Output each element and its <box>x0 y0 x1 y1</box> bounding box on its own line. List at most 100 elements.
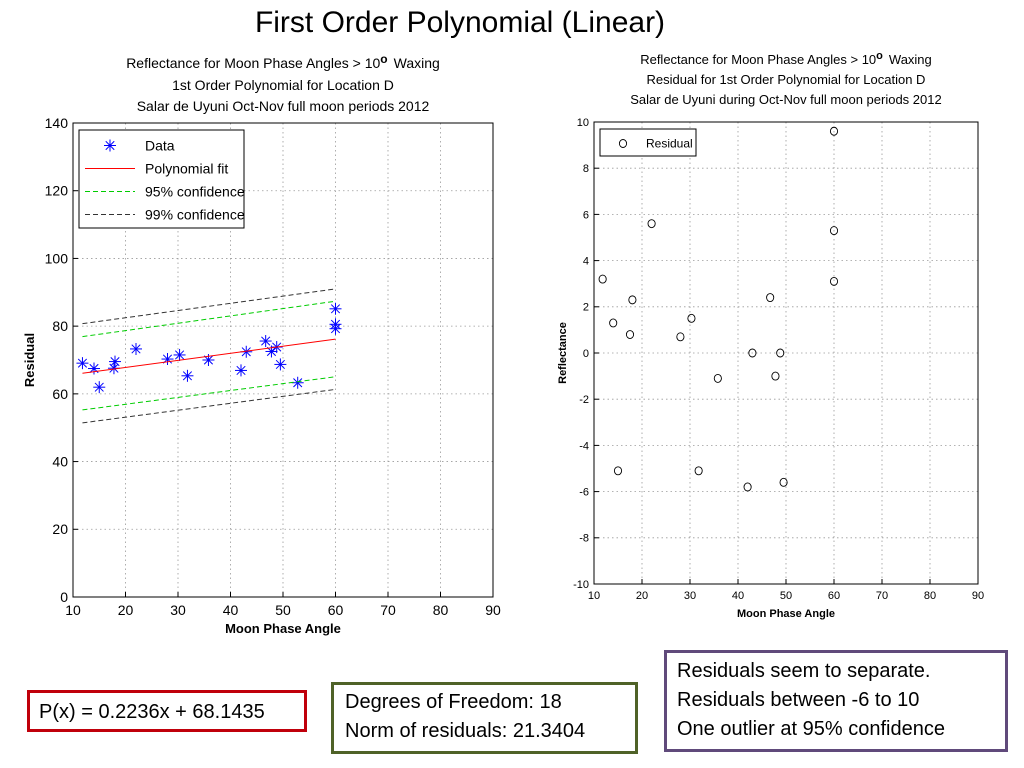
residual-point <box>628 295 637 305</box>
y-tick-label: 4 <box>583 255 589 267</box>
asterisk-stroke <box>293 378 303 388</box>
y-tick-label: 60 <box>52 386 68 402</box>
x-tick-label: 40 <box>732 590 744 602</box>
data-point <box>76 357 89 370</box>
title-degree-superscript: o <box>876 50 883 62</box>
y-tick-label: -8 <box>579 533 589 545</box>
asterisk-stroke <box>89 363 99 374</box>
asterisk-stroke <box>203 355 214 365</box>
chart-title-line: Reflectance for Moon Phase Angles > 10o W… <box>126 52 440 71</box>
residual-point <box>748 348 757 358</box>
x-tick-label: 10 <box>588 590 600 602</box>
data-point <box>329 302 342 315</box>
residual-chart-svg: Reflectance for Moon Phase Angles > 10o W… <box>557 50 984 620</box>
x-tick-label: 10 <box>65 602 81 618</box>
residual-point <box>676 332 685 342</box>
asterisk-stroke <box>94 382 104 392</box>
legend-label: Data <box>145 138 175 154</box>
data-point <box>291 376 304 389</box>
confidence-95-line <box>82 376 336 411</box>
x-axis-label: Moon Phase Angle <box>737 608 835 620</box>
y-tick-label: -6 <box>579 486 589 498</box>
fit-chart: Reflectance for Moon Phase Angles > 10o W… <box>20 50 510 650</box>
residual-point <box>829 276 839 286</box>
x-tick-label: 50 <box>275 602 291 618</box>
x-tick-label: 70 <box>876 590 888 602</box>
asterisk-stroke <box>105 140 115 151</box>
residual-chart: Reflectance for Moon Phase Angles > 10o W… <box>548 50 984 628</box>
y-tick-label: 120 <box>45 183 69 199</box>
data-point <box>329 322 342 335</box>
residual-point <box>829 126 839 136</box>
y-tick-label: 2 <box>583 302 589 314</box>
asterisk-stroke <box>261 336 271 346</box>
note-line: Residuals seem to separate. <box>677 660 931 682</box>
asterisk-stroke <box>109 363 119 373</box>
y-tick-label: 10 <box>577 117 589 129</box>
residual-point <box>694 466 703 476</box>
asterisk-stroke <box>275 359 285 370</box>
residual-point <box>829 226 839 236</box>
asterisk-stroke <box>174 350 185 360</box>
x-tick-label: 70 <box>380 602 396 618</box>
title-degree-superscript: o <box>380 52 387 66</box>
x-tick-label: 90 <box>485 602 501 618</box>
x-tick-label: 20 <box>636 590 648 602</box>
data-point <box>181 369 194 382</box>
y-tick-label: 0 <box>60 589 68 605</box>
legend-label: 99% confidence <box>145 207 245 223</box>
slide-title: First Order Polynomial (Linear) <box>254 6 666 39</box>
confidence-99-line <box>82 288 336 325</box>
y-tick-label: 0 <box>583 348 589 360</box>
residual-point <box>613 466 623 476</box>
x-axis-label: Moon Phase Angle <box>225 621 341 636</box>
data-point <box>93 381 106 394</box>
y-axis-label: Reflectance <box>557 322 569 384</box>
x-tick-label: 60 <box>828 590 840 602</box>
norm-of-residuals: Norm of residuals: 21.3404 <box>345 720 586 742</box>
y-tick-label: 40 <box>52 453 68 469</box>
x-tick-label: 60 <box>328 602 344 618</box>
y-tick-label: 140 <box>45 115 69 131</box>
asterisk-stroke <box>131 344 141 354</box>
legend-box <box>78 129 245 229</box>
chart-title-line: Residual for 1st Order Polynomial for Lo… <box>647 72 926 87</box>
legend-box <box>599 128 697 157</box>
title-suffix: Waxing <box>394 55 440 71</box>
fit-stats-box: Degrees of Freedom: 18 Norm of residuals… <box>331 682 638 754</box>
y-tick-label: -4 <box>579 440 589 452</box>
asterisk-stroke <box>330 324 341 334</box>
legend-symbol <box>618 139 628 148</box>
residual-point <box>598 274 607 284</box>
chart-legend: Residual <box>599 128 697 157</box>
asterisk-stroke <box>110 356 120 367</box>
polynomial-equation: P(x) = 0.2236x + 68.1435 <box>39 701 265 723</box>
confidence-95-line <box>82 300 336 338</box>
plot-frame <box>593 121 979 585</box>
chart-title-line: Salar de Uyuni Oct-Nov full moon periods… <box>137 98 430 114</box>
x-tick-label: 90 <box>972 590 984 602</box>
x-tick-label: 50 <box>780 590 792 602</box>
y-tick-label: 100 <box>45 250 69 266</box>
data-point <box>259 335 272 348</box>
chart-legend: Data Polynomial fit 95% confidence 99% conf… <box>78 129 245 229</box>
asterisk-stroke <box>241 347 251 357</box>
y-tick-label: 80 <box>52 318 68 334</box>
x-tick-label: 20 <box>118 602 134 618</box>
residual-point <box>743 482 752 492</box>
chart-title-line: 1st Order Polynomial for Location D <box>172 77 394 93</box>
notes-box: Residuals seem to separate. Residuals be… <box>664 650 1008 752</box>
y-axis-label: Residual <box>22 333 37 387</box>
plot-frame <box>72 122 494 598</box>
x-tick-label: 30 <box>684 590 696 602</box>
legend-label: Residual <box>646 137 693 151</box>
x-tick-label: 80 <box>433 602 449 618</box>
legend-label: Polynomial fit <box>145 161 228 177</box>
y-tick-label: 6 <box>583 209 589 221</box>
data-point <box>161 353 174 366</box>
data-point <box>130 342 142 355</box>
chart-title-line: Reflectance for Moon Phase Angles > 10o W… <box>640 50 932 67</box>
asterisk-stroke <box>77 358 88 368</box>
confidence-99-line <box>82 388 336 424</box>
note-line: One outlier at 95% confidence <box>677 718 945 740</box>
